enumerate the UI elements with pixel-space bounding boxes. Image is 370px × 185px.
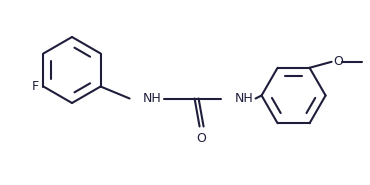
Text: F: F: [31, 80, 38, 93]
Text: NH: NH: [235, 92, 253, 105]
Text: O: O: [196, 132, 206, 145]
Text: O: O: [334, 55, 343, 68]
Text: NH: NH: [142, 92, 161, 105]
